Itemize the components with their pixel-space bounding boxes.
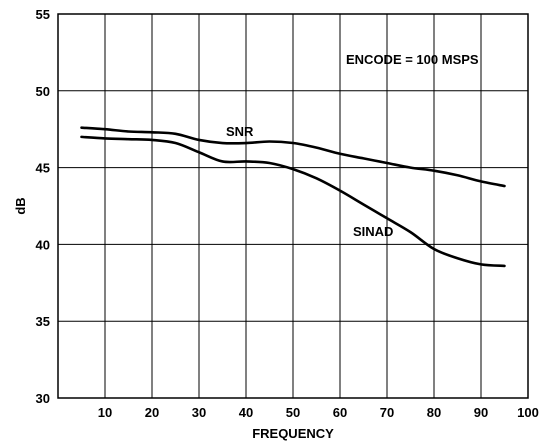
x-tick-label: 50 [286,405,300,420]
x-tick-label: 60 [333,405,347,420]
y-tick-label: 45 [36,161,50,176]
x-tick-label: 90 [474,405,488,420]
sinad-series-label: SINAD [353,224,393,239]
x-tick-label: 30 [192,405,206,420]
y-tick-label: 50 [36,84,50,99]
x-tick-label: 80 [427,405,441,420]
snr-series-label: SNR [226,124,254,139]
series-lines [80,126,506,268]
series-line-sinad [80,135,506,268]
y-tick-label: 55 [36,7,50,22]
grid [58,14,528,398]
x-axis-label: FREQUENCY [252,426,334,441]
y-tick-label: 30 [36,391,50,406]
tick-labels: 10 20 30 40 50 60 70 80 90 100 30 35 40 45 50 55 [36,7,539,420]
encode-annotation: ENCODE = 100 MSPS [346,52,479,67]
y-axis-label: dB [13,197,28,214]
x-tick-label: 40 [239,405,253,420]
plot-frame [57,13,529,399]
y-tick-label: 40 [36,237,50,252]
series-line-snr [80,126,506,188]
x-tick-label: 70 [380,405,394,420]
x-tick-label: 10 [98,405,112,420]
x-tick-label: 20 [145,405,159,420]
y-tick-label: 35 [36,314,50,329]
x-tick-label: 100 [517,405,539,420]
